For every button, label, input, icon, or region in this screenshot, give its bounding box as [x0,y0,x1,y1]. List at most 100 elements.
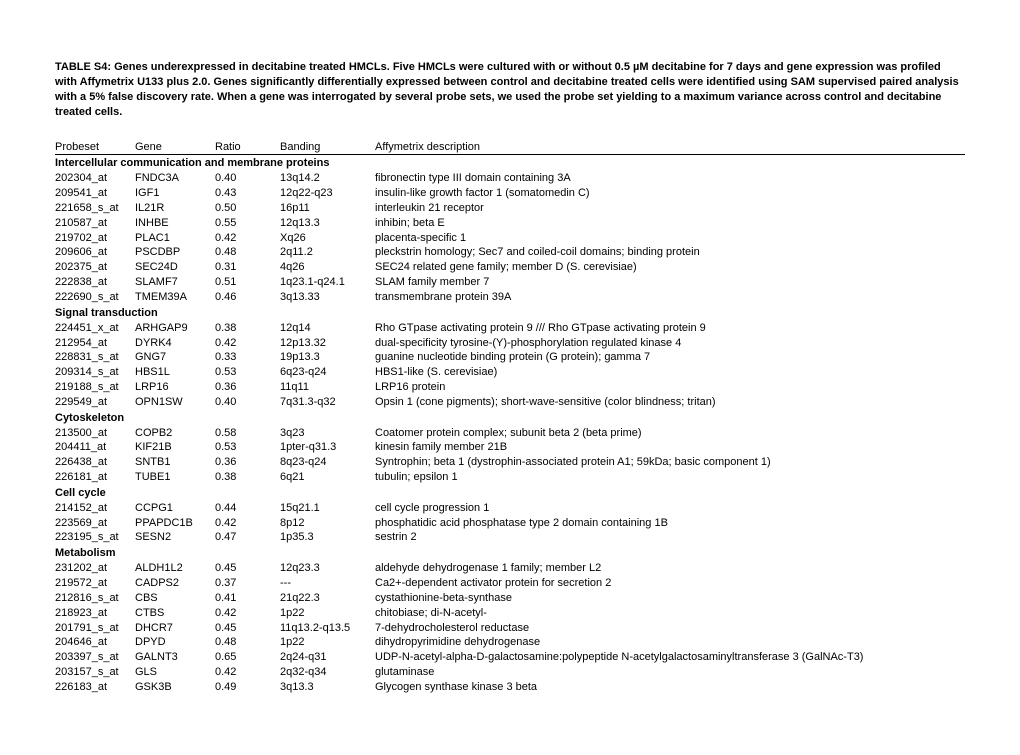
col-desc: Affymetrix description [375,141,965,155]
table-row: 228831_s_atGNG70.3319p13.3guanine nucleo… [55,350,965,365]
cell-ratio: 0.42 [215,336,280,351]
cell-ratio: 0.42 [215,516,280,531]
cell-desc: dual-specificity tyrosine-(Y)-phosphoryl… [375,336,965,351]
cell-desc: kinesin family member 21B [375,440,965,455]
table-row: 229549_atOPN1SW0.407q31.3-q32Opsin 1 (co… [55,395,965,410]
cell-probeset: 204646_at [55,635,135,650]
cell-ratio: 0.53 [215,440,280,455]
cell-gene: ARHGAP9 [135,321,215,336]
cell-probeset: 218923_at [55,606,135,621]
cell-banding: 12q14 [280,321,375,336]
cell-probeset: 226181_at [55,470,135,485]
cell-gene: DPYD [135,635,215,650]
cell-probeset: 210587_at [55,216,135,231]
cell-banding: 12q22-q23 [280,186,375,201]
table-row: 222690_s_atTMEM39A0.463q13.33transmembra… [55,290,965,305]
cell-gene: CADPS2 [135,576,215,591]
cell-gene: PSCDBP [135,245,215,260]
cell-desc: cystathionine-beta-synthase [375,591,965,606]
cell-gene: IGF1 [135,186,215,201]
cell-probeset: 219702_at [55,231,135,246]
cell-ratio: 0.51 [215,275,280,290]
cell-desc: sestrin 2 [375,530,965,545]
cell-probeset: 219188_s_at [55,380,135,395]
cell-desc: tubulin; epsilon 1 [375,470,965,485]
cell-banding: 2q24-q31 [280,650,375,665]
table-row: 209314_s_atHBS1L0.536q23-q24HBS1-like (S… [55,365,965,380]
cell-gene: TMEM39A [135,290,215,305]
table-row: 231202_atALDH1L20.4512q23.3aldehyde dehy… [55,561,965,576]
section-title: Cytoskeleton [55,410,965,426]
cell-gene: GALNT3 [135,650,215,665]
cell-banding: 3q13.3 [280,680,375,695]
cell-banding: 12q13.3 [280,216,375,231]
cell-banding: 21q22.3 [280,591,375,606]
cell-desc: fibronectin type III domain containing 3… [375,171,965,186]
cell-desc: Coatomer protein complex; subunit beta 2… [375,426,965,441]
cell-ratio: 0.43 [215,186,280,201]
table-row: 209541_atIGF10.4312q22-q23insulin-like g… [55,186,965,201]
cell-ratio: 0.58 [215,426,280,441]
cell-desc: Glycogen synthase kinase 3 beta [375,680,965,695]
cell-ratio: 0.38 [215,470,280,485]
cell-probeset: 223195_s_at [55,530,135,545]
col-gene: Gene [135,141,215,155]
gene-table: Probeset Gene Ratio Banding Affymetrix d… [55,141,965,694]
cell-gene: COPB2 [135,426,215,441]
cell-ratio: 0.46 [215,290,280,305]
cell-desc: Opsin 1 (cone pigments); short-wave-sens… [375,395,965,410]
cell-probeset: 203397_s_at [55,650,135,665]
cell-desc: transmembrane protein 39A [375,290,965,305]
table-row: 219572_atCADPS20.37---Ca2+-dependent act… [55,576,965,591]
cell-ratio: 0.49 [215,680,280,695]
section-title: Signal transduction [55,305,965,321]
cell-gene: INHBE [135,216,215,231]
cell-banding: 6q23-q24 [280,365,375,380]
cell-desc: cell cycle progression 1 [375,501,965,516]
cell-gene: DYRK4 [135,336,215,351]
table-row: 204646_atDPYD0.481p22dihydropyrimidine d… [55,635,965,650]
cell-banding: Xq26 [280,231,375,246]
col-probeset: Probeset [55,141,135,155]
table-row: 210587_atINHBE0.5512q13.3inhibin; beta E [55,216,965,231]
cell-desc: UDP-N-acetyl-alpha-D-galactosamine:polyp… [375,650,965,665]
cell-desc: inhibin; beta E [375,216,965,231]
cell-gene: GNG7 [135,350,215,365]
table-row: 221658_s_atIL21R0.5016p11interleukin 21 … [55,201,965,216]
table-row: 212954_atDYRK40.4212p13.32dual-specifici… [55,336,965,351]
cell-ratio: 0.31 [215,260,280,275]
section-title: Intercellular communication and membrane… [55,155,965,171]
cell-gene: IL21R [135,201,215,216]
cell-probeset: 204411_at [55,440,135,455]
cell-gene: LRP16 [135,380,215,395]
table-row: 202304_atFNDC3A0.4013q14.2fibronectin ty… [55,171,965,186]
cell-desc: dihydropyrimidine dehydrogenase [375,635,965,650]
cell-banding: 3q23 [280,426,375,441]
cell-banding: --- [280,576,375,591]
cell-desc: phosphatidic acid phosphatase type 2 dom… [375,516,965,531]
table-row: 209606_atPSCDBP0.482q11.2pleckstrin homo… [55,245,965,260]
cell-ratio: 0.48 [215,635,280,650]
cell-banding: 16p11 [280,201,375,216]
cell-ratio: 0.42 [215,665,280,680]
cell-gene: PPAPDC1B [135,516,215,531]
cell-gene: SLAMF7 [135,275,215,290]
cell-probeset: 212816_s_at [55,591,135,606]
cell-probeset: 226183_at [55,680,135,695]
cell-probeset: 214152_at [55,501,135,516]
cell-ratio: 0.36 [215,380,280,395]
section-title: Cell cycle [55,485,965,501]
table-row: 223569_atPPAPDC1B0.428p12phosphatidic ac… [55,516,965,531]
cell-desc: aldehyde dehydrogenase 1 family; member … [375,561,965,576]
cell-ratio: 0.47 [215,530,280,545]
cell-banding: 15q21.1 [280,501,375,516]
cell-probeset: 224451_x_at [55,321,135,336]
table-row: 213500_atCOPB20.583q23Coatomer protein c… [55,426,965,441]
cell-probeset: 212954_at [55,336,135,351]
table-caption: TABLE S4: Genes underexpressed in decita… [55,60,965,119]
cell-probeset: 202375_at [55,260,135,275]
cell-desc: Syntrophin; beta 1 (dystrophin-associate… [375,455,965,470]
cell-probeset: 201791_s_at [55,621,135,636]
cell-ratio: 0.55 [215,216,280,231]
cell-banding: 1p22 [280,635,375,650]
